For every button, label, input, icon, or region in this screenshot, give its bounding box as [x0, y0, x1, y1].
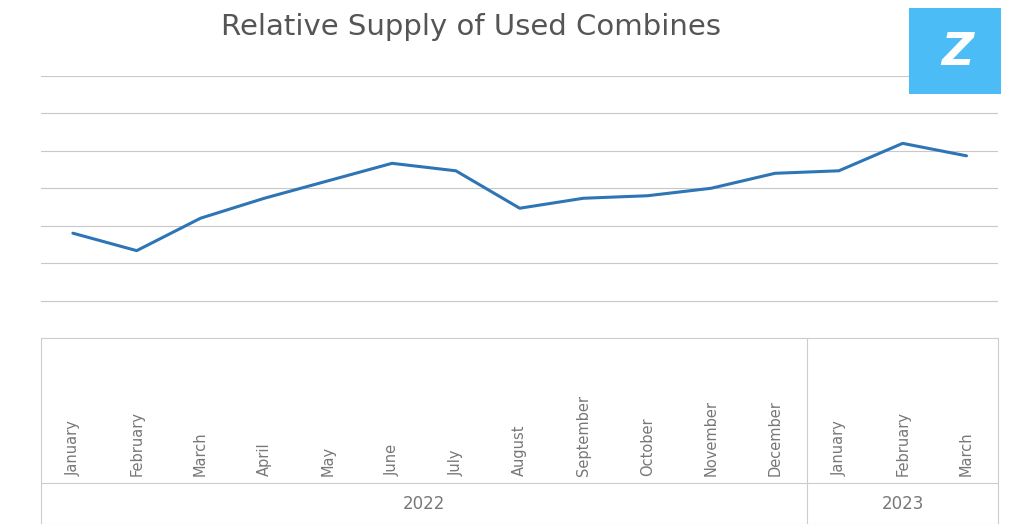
Text: September: September [577, 395, 591, 476]
Text: April: April [257, 442, 271, 476]
Text: October: October [640, 417, 654, 476]
Text: December: December [768, 400, 782, 476]
Text: March: March [194, 431, 208, 476]
Text: May: May [321, 445, 336, 476]
Text: Z: Z [941, 31, 974, 74]
Text: February: February [129, 411, 144, 476]
Text: February: February [895, 411, 910, 476]
Text: June: June [385, 443, 399, 476]
Text: March: March [959, 431, 974, 476]
Text: January: January [831, 420, 846, 476]
Text: August: August [512, 424, 527, 476]
Text: 2023: 2023 [882, 495, 924, 512]
Text: July: July [449, 449, 463, 476]
Text: January: January [66, 420, 80, 476]
Text: 2022: 2022 [402, 495, 445, 512]
Text: Relative Supply of Used Combines: Relative Supply of Used Combines [221, 13, 721, 41]
FancyBboxPatch shape [905, 4, 1006, 98]
Text: November: November [703, 400, 719, 476]
